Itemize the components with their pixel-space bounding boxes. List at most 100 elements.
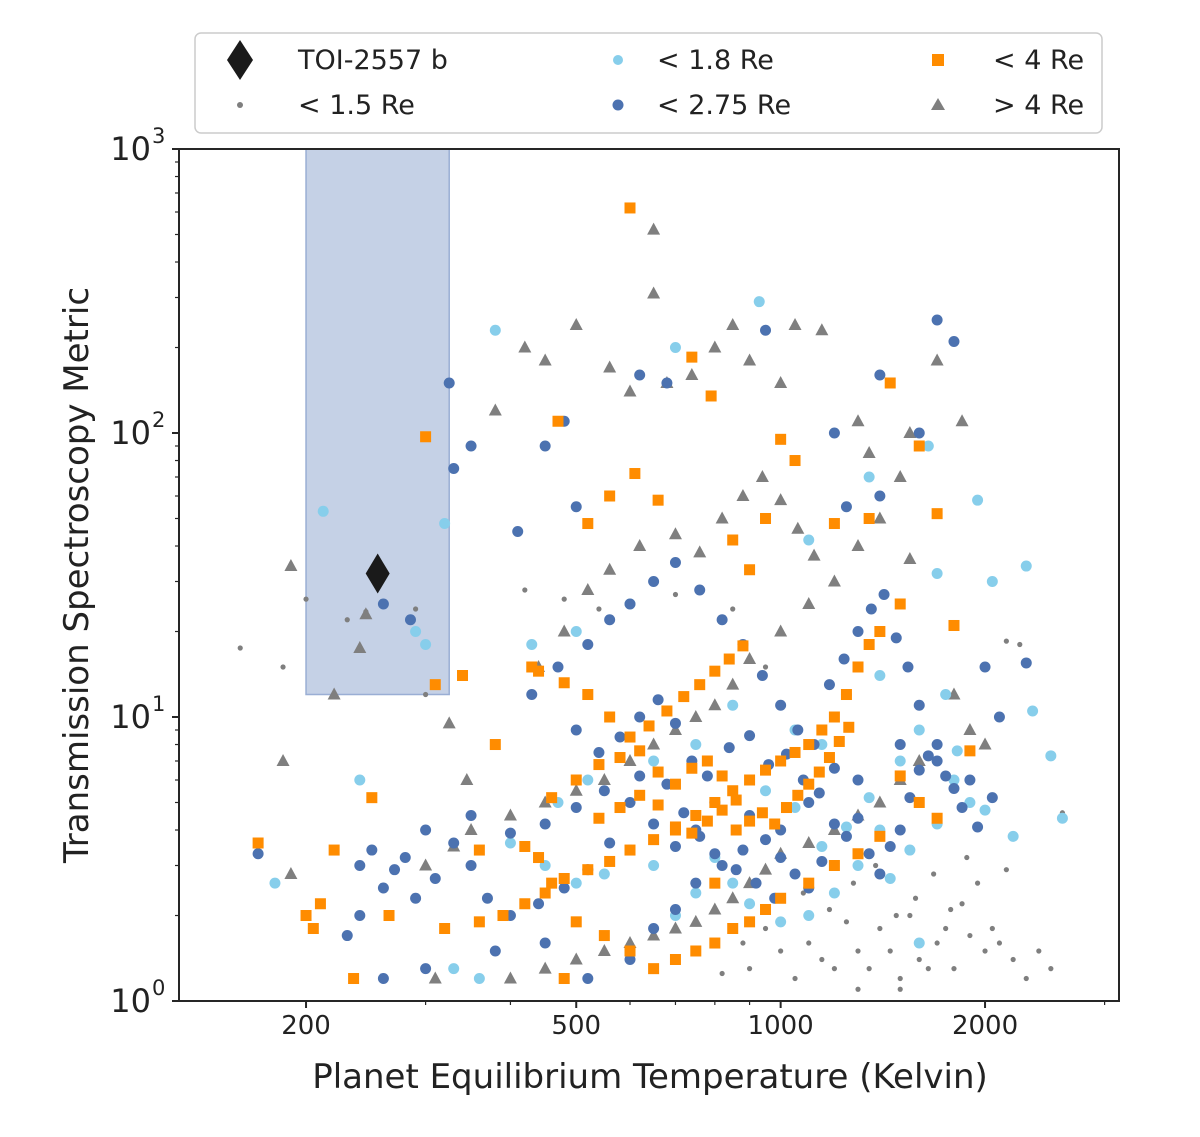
data-point-square bbox=[439, 923, 451, 935]
data-point-triangle bbox=[726, 318, 740, 331]
data-point-circle bbox=[582, 639, 594, 651]
data-point-triangle bbox=[442, 716, 456, 729]
data-point-circle bbox=[874, 868, 886, 880]
data-point-square bbox=[828, 518, 840, 530]
data-point-circle bbox=[570, 877, 582, 889]
data-point-small-dot bbox=[826, 906, 833, 913]
y-tick-exponent: 3 bbox=[152, 124, 165, 148]
data-point-circle bbox=[951, 745, 963, 757]
data-point-triangle bbox=[743, 353, 757, 366]
legend-entry-gt-4re: > 4 Re bbox=[931, 90, 1084, 121]
data-point-circle bbox=[465, 809, 477, 821]
data-point-circle bbox=[775, 699, 787, 711]
data-point-small-dot bbox=[762, 925, 769, 932]
data-point-triangle bbox=[581, 583, 595, 596]
data-point-square bbox=[533, 852, 545, 864]
data-point-triangle bbox=[518, 340, 532, 353]
data-point-triangle bbox=[693, 545, 707, 558]
data-point-square bbox=[730, 794, 742, 806]
data-point-small-dot bbox=[423, 691, 429, 698]
data-point-small-dot bbox=[831, 966, 838, 972]
data-point-square bbox=[775, 892, 787, 904]
data-point-square bbox=[884, 377, 896, 389]
data-point-circle bbox=[669, 840, 681, 852]
data-point-circle bbox=[420, 639, 432, 651]
data-point-circle bbox=[993, 711, 1005, 723]
data-point-square bbox=[709, 796, 721, 808]
y-tick-exponent: 0 bbox=[152, 976, 165, 1000]
legend-circle-marker-light bbox=[613, 55, 623, 65]
data-point-small-dot bbox=[1003, 867, 1009, 873]
data-point-circle bbox=[570, 724, 582, 736]
data-point-small-dot bbox=[806, 940, 812, 946]
data-point-square bbox=[328, 844, 340, 856]
y-tick-exponent: 1 bbox=[152, 692, 165, 716]
legend-circle-marker-dark bbox=[612, 99, 624, 111]
legend: TOI-2557 b < 1.8 Re < 4 Re < 1.5 Re < 2.… bbox=[194, 32, 1103, 134]
data-point-small-dot bbox=[1003, 638, 1009, 644]
data-point-circle bbox=[863, 848, 875, 860]
data-point-square bbox=[686, 351, 698, 363]
data-point-circle bbox=[840, 821, 852, 833]
data-point-circle bbox=[404, 614, 416, 626]
data-point-circle bbox=[931, 739, 943, 751]
data-point-square bbox=[582, 689, 594, 701]
data-point-circle bbox=[828, 427, 840, 439]
data-point-circle bbox=[598, 868, 610, 880]
data-point-circle bbox=[604, 614, 616, 626]
data-point-circle bbox=[678, 807, 690, 819]
data-point-small-dot bbox=[740, 940, 746, 946]
data-point-square bbox=[744, 774, 756, 786]
data-point-circle bbox=[716, 859, 728, 871]
data-point-small-dot bbox=[561, 596, 567, 602]
data-point-circle bbox=[730, 864, 742, 876]
data-point-small-dot bbox=[792, 975, 798, 982]
data-point-circle bbox=[775, 852, 787, 864]
data-point-circle bbox=[489, 945, 501, 957]
data-point-circle bbox=[878, 588, 890, 600]
data-point-circle bbox=[828, 887, 840, 899]
data-point-triangle bbox=[903, 426, 917, 438]
data-point-small-dot bbox=[1010, 956, 1016, 963]
data-point-square bbox=[624, 731, 636, 743]
data-point-square bbox=[792, 789, 804, 801]
data-point-triangle bbox=[647, 737, 661, 750]
data-point-circle bbox=[354, 774, 366, 786]
data-point-square bbox=[669, 953, 681, 965]
data-point-circle bbox=[852, 859, 864, 871]
data-point-square bbox=[874, 830, 886, 842]
data-point-circle bbox=[913, 699, 925, 711]
data-point-circle bbox=[904, 844, 916, 856]
data-point-square bbox=[723, 653, 735, 665]
data-point-small-dot bbox=[934, 940, 940, 946]
data-point-circle bbox=[661, 778, 673, 790]
data-point-circle bbox=[552, 661, 564, 673]
data-point-circle bbox=[598, 785, 610, 797]
data-point-circle bbox=[661, 377, 673, 389]
data-point-circle bbox=[756, 669, 768, 681]
data-point-circle bbox=[789, 802, 801, 814]
data-point-circle bbox=[614, 731, 626, 743]
data-point-triangle bbox=[862, 446, 876, 459]
data-point-triangle bbox=[802, 596, 816, 609]
data-point-square bbox=[931, 508, 943, 520]
data-point-small-dot bbox=[897, 975, 903, 982]
data-point-circle bbox=[744, 898, 756, 910]
data-point-triangle bbox=[893, 469, 907, 482]
data-point-small-dot bbox=[866, 966, 872, 972]
data-point-square bbox=[497, 910, 509, 922]
data-point-square bbox=[775, 433, 787, 445]
data-point-circle bbox=[648, 818, 660, 830]
data-point-small-dot bbox=[893, 912, 899, 919]
data-point-triangle bbox=[791, 521, 805, 534]
data-point-triangle bbox=[419, 858, 433, 871]
data-point-triangle bbox=[647, 286, 661, 299]
data-point-circle bbox=[803, 910, 815, 922]
data-point-square bbox=[552, 415, 564, 427]
data-point-circle bbox=[690, 877, 702, 889]
data-point-square bbox=[813, 766, 825, 778]
data-point-square bbox=[931, 812, 943, 824]
data-point-square bbox=[604, 490, 616, 502]
data-point-small-dot bbox=[925, 966, 931, 972]
data-point-circle bbox=[377, 598, 389, 610]
